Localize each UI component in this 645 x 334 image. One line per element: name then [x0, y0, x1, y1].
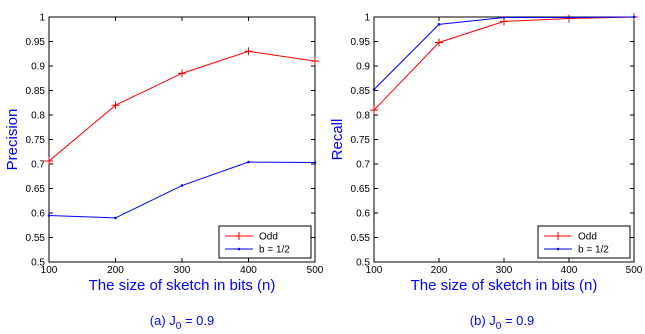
series-2 — [372, 15, 636, 91]
legend-box — [537, 225, 631, 259]
y-tick-label: 0.85 — [26, 86, 46, 97]
y-tick-label: 0.95 — [351, 37, 371, 48]
y-tick-label: 0.8 — [31, 111, 45, 122]
chart-2: 0.5 0.55 0.6 0.65 0.7 0.75 0.8 0.85 0.9 0.95 1 100 2… — [329, 13, 643, 333]
legend-label: Odd — [578, 232, 597, 243]
series-line — [48, 50, 316, 162]
chart-1: 0.5 0.55 0.6 0.65 0.7 0.75 0.8 0.85 0.9 0.95 1 100 2… — [4, 13, 324, 333]
y-tick-label: 0.6 — [31, 209, 45, 220]
plot-frame — [48, 16, 316, 263]
series-line — [373, 16, 635, 90]
data-point — [437, 23, 441, 26]
y-tick-label: 0.85 — [351, 86, 371, 97]
y-axis-title: Precision — [4, 109, 21, 171]
y-tick-label: 0.7 — [31, 160, 45, 171]
x-tick-label: 200 — [431, 265, 448, 276]
data-point — [244, 47, 253, 56]
data-point — [178, 69, 186, 78]
y-tick-label: 0.95 — [26, 37, 46, 48]
legend: Odd b = 1/2 — [537, 225, 631, 259]
y-tick-label: 0.75 — [351, 135, 371, 146]
y-tick-label: 0.5 — [356, 258, 370, 269]
x-tick-label: 300 — [174, 265, 191, 276]
caption-main: (a) J — [150, 313, 176, 328]
y-tick-label: 0.7 — [356, 160, 370, 171]
x-tick-label: 100 — [41, 265, 58, 276]
y-tick-label: 0.75 — [26, 135, 46, 146]
y-tick-label: 1 — [39, 13, 45, 24]
legend-label: Odd — [259, 232, 278, 243]
series-line — [373, 16, 635, 111]
data-point — [313, 161, 317, 164]
legend-box — [218, 225, 312, 259]
y-tick-label: 0.65 — [26, 184, 46, 195]
y-tick-label: 0.55 — [26, 233, 46, 244]
data-point — [632, 15, 636, 19]
x-tick-label: 400 — [240, 265, 257, 276]
data-point — [45, 157, 53, 166]
data-point — [114, 216, 117, 220]
plot-frame — [373, 16, 635, 263]
series-1 — [45, 47, 319, 166]
series-line — [48, 161, 316, 219]
y-axis-title: Recall — [329, 119, 346, 161]
data-point — [567, 16, 571, 19]
data-point — [47, 214, 51, 217]
legend-marker — [556, 247, 560, 251]
data-point — [111, 101, 120, 110]
x-tick-label: 300 — [496, 265, 513, 276]
data-point — [370, 106, 378, 115]
y-tick-label: 0.6 — [356, 209, 370, 220]
x-tick-label: 100 — [366, 265, 383, 276]
caption-main: (b) J — [470, 313, 496, 328]
x-tick-label: 400 — [561, 265, 578, 276]
legend-marker — [237, 247, 241, 251]
data-point — [502, 16, 506, 19]
data-point — [435, 38, 443, 47]
y-tick-label: 0.8 — [356, 111, 370, 122]
series-2 — [47, 160, 317, 220]
x-tick-label: 500 — [307, 265, 324, 276]
caption-subscript: 0 — [176, 321, 182, 332]
legend-label: b = 1/2 — [578, 245, 609, 256]
x-axis-title: The size of sketch in bits (n) — [411, 277, 598, 294]
x-axis-title: The size of sketch in bits (n) — [89, 277, 276, 294]
x-tick-label: 500 — [626, 265, 643, 276]
legend-marker — [235, 232, 243, 240]
y-tick-label: 0.9 — [356, 62, 370, 73]
y-tick-label: 0.9 — [31, 62, 45, 73]
series-1 — [370, 13, 638, 115]
data-point — [372, 88, 376, 91]
chart-caption: (b) J0 = 0.9 — [470, 313, 534, 332]
data-point — [247, 160, 250, 164]
x-tick-label: 200 — [107, 265, 124, 276]
chart-caption: (a) J0 = 0.9 — [150, 313, 214, 332]
legend-label: b = 1/2 — [259, 245, 290, 256]
y-tick-label: 1 — [364, 13, 370, 24]
y-tick-label: 0.55 — [351, 233, 371, 244]
caption-subscript: 0 — [496, 321, 502, 332]
data-point — [180, 184, 184, 187]
legend: Odd b = 1/2 — [218, 225, 312, 259]
y-tick-label: 0.5 — [31, 258, 45, 269]
y-tick-label: 0.65 — [351, 184, 371, 195]
data-point — [311, 57, 319, 66]
caption-rest: = 0.9 — [181, 313, 214, 328]
caption-rest: = 0.9 — [501, 313, 534, 328]
legend-marker — [554, 232, 562, 240]
